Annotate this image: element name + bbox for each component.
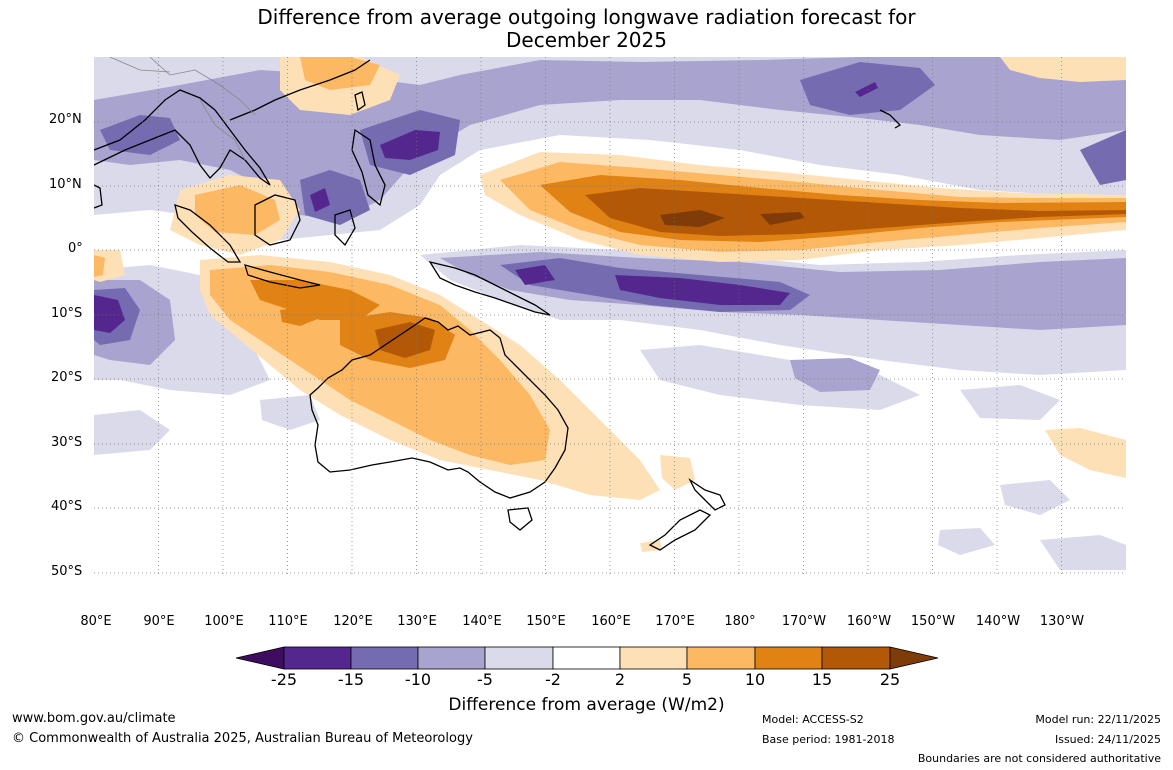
taiwan: [354, 91, 366, 112]
map-panel: [94, 57, 1126, 575]
lat-label: 20°S: [51, 370, 83, 385]
asia-coast: [94, 89, 271, 186]
model-name: Model: ACCESS-S2: [762, 713, 864, 726]
lon-label: 140°E: [462, 614, 502, 629]
issued-date: Issued: 24/11/2025: [1054, 733, 1161, 746]
lon-label: 80°E: [80, 614, 112, 629]
philippines: [351, 128, 386, 207]
java: [244, 264, 321, 289]
model-run: Model run: 22/11/2025: [1035, 713, 1161, 726]
lon-label: 120°E: [333, 614, 373, 629]
china-coast: [229, 59, 371, 121]
colorbar-high-extension: [889, 646, 939, 670]
colorbar-label: 15: [811, 670, 833, 689]
website-link[interactable]: www.bom.gov.au/climate: [12, 711, 176, 726]
colorbar-bin: [754, 646, 823, 670]
colorbar-bin: [484, 646, 554, 670]
positive-anomaly-regions: [94, 57, 1126, 552]
australia-coastline: [309, 317, 569, 499]
sumatra: [174, 204, 242, 263]
lat-label: 40°S: [51, 499, 83, 514]
colorbar-title: Difference from average (W/m2): [448, 695, 725, 715]
colorbar-bin: [821, 646, 891, 670]
lon-label: 160°E: [591, 614, 631, 629]
colorbar-label: 5: [681, 670, 693, 689]
lon-label: 150°W: [910, 614, 956, 629]
colorbar-label: -10: [404, 670, 432, 689]
sri-lanka: [94, 184, 103, 209]
lon-label: 140°W: [975, 614, 1021, 629]
coastlines: [94, 59, 902, 551]
lon-label: 90°E: [143, 614, 175, 629]
lon-label: 150°E: [526, 614, 566, 629]
new-guinea: [428, 260, 551, 316]
lat-label: 20°N: [49, 112, 82, 127]
country-borders: [109, 57, 256, 161]
colorbar-bin: [350, 646, 419, 670]
colorbar-label: -2: [545, 670, 561, 689]
colorbar-label: 10: [744, 670, 766, 689]
lat-label: 10°S: [51, 306, 83, 321]
lat-label: 10°N: [49, 177, 82, 192]
lon-label: 130°E: [397, 614, 437, 629]
colorbar-label: -25: [270, 670, 298, 689]
lon-label: 100°E: [204, 614, 244, 629]
copyright-text: © Commonwealth of Australia 2025, Austra…: [12, 731, 473, 746]
lon-label: 160°W: [846, 614, 892, 629]
lat-label: 50°S: [51, 564, 83, 579]
lon-label: 130°W: [1039, 614, 1085, 629]
colorbar-bin: [283, 646, 352, 670]
new-zealand-north: [688, 478, 726, 511]
disclaimer: Boundaries are not considered authoritat…: [917, 752, 1161, 765]
lon-label: 170°W: [781, 614, 827, 629]
tasmania: [507, 507, 533, 531]
borneo: [254, 194, 301, 246]
colorbar-label: 2: [614, 670, 626, 689]
colorbar-bin: [417, 646, 486, 670]
colorbar-label: -15: [337, 670, 365, 689]
colorbar-low-extension: [235, 646, 285, 670]
lon-label: 180°: [724, 614, 756, 629]
lat-label: 30°S: [51, 435, 83, 450]
sulawesi: [334, 209, 356, 247]
new-zealand-south: [648, 509, 712, 551]
lon-label: 170°E: [655, 614, 695, 629]
base-period: Base period: 1981-2018: [762, 733, 895, 746]
graticule: [94, 57, 1126, 575]
map-title-line1: Difference from average outgoing longwav…: [257, 5, 916, 29]
colorbar-label: 25: [879, 670, 901, 689]
lat-label: 0°: [68, 241, 83, 256]
lon-label: 110°E: [268, 614, 308, 629]
colorbar-bin: [686, 646, 756, 670]
colorbar-label: -5: [477, 670, 493, 689]
colorbar: [235, 646, 939, 670]
hawaii: [879, 109, 902, 129]
colorbar-bin: [552, 646, 621, 670]
map-title-line2: December 2025: [506, 28, 667, 52]
colorbar-bin: [619, 646, 688, 670]
